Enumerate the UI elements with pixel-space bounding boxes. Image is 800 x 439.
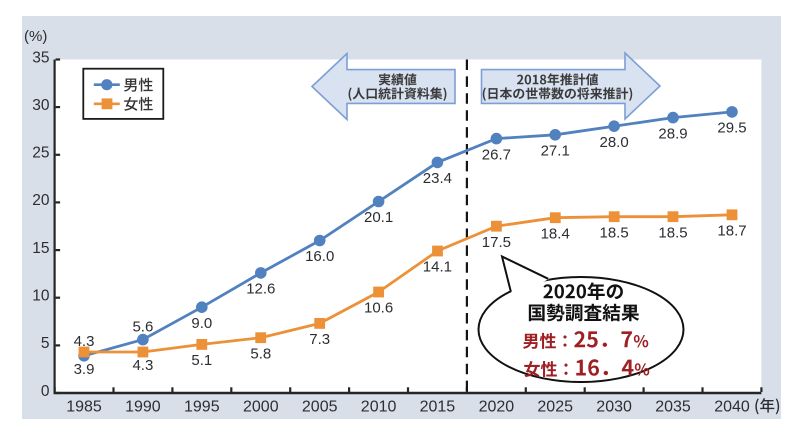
svg-text:18.5: 18.5 [599,224,628,241]
svg-text:4.3: 4.3 [74,333,95,350]
svg-text:5: 5 [41,335,50,352]
svg-text:7.3: 7.3 [309,331,330,348]
svg-text:9.0: 9.0 [191,315,212,332]
svg-text:28.0: 28.0 [599,134,628,151]
svg-text:4.3: 4.3 [132,357,153,374]
svg-text:2030: 2030 [596,398,632,415]
svg-text:2015: 2015 [420,398,456,415]
svg-text:10.6: 10.6 [364,300,393,317]
svg-text:5.8: 5.8 [250,345,271,362]
svg-text:20.1: 20.1 [364,209,393,226]
svg-text:20: 20 [32,192,50,209]
svg-text:1985: 1985 [66,398,102,415]
svg-text:35: 35 [32,49,49,66]
svg-text:1990: 1990 [125,398,161,415]
svg-text:10: 10 [32,288,50,305]
svg-text:14.1: 14.1 [423,259,452,276]
svg-text:29.5: 29.5 [717,120,746,137]
svg-text:2035: 2035 [655,398,691,415]
svg-text:18.5: 18.5 [658,224,687,241]
svg-text:27.1: 27.1 [541,143,570,160]
svg-text:2040: 2040 [714,398,750,415]
svg-text:1995: 1995 [184,398,220,415]
svg-text:(%): (%) [24,28,47,45]
svg-text:25: 25 [32,145,49,162]
svg-text:30: 30 [32,97,50,114]
svg-text:18.4: 18.4 [541,225,570,242]
svg-text:16.0: 16.0 [305,248,334,265]
svg-text:2020: 2020 [479,398,515,415]
svg-text:2000: 2000 [243,398,279,415]
svg-text:0: 0 [41,383,50,400]
svg-text:2005: 2005 [302,398,338,415]
svg-text:5.6: 5.6 [132,318,153,335]
svg-text:2010: 2010 [361,398,397,415]
svg-text:18.7: 18.7 [717,223,746,240]
svg-text:15: 15 [32,240,49,257]
svg-text:26.7: 26.7 [482,146,511,163]
svg-text:17.5: 17.5 [482,234,511,251]
svg-text:28.9: 28.9 [658,125,687,142]
svg-text:12.6: 12.6 [246,281,275,298]
svg-text:23.4: 23.4 [423,170,452,187]
svg-text:2025: 2025 [537,398,573,415]
svg-text:3.9: 3.9 [74,361,95,378]
svg-text:5.1: 5.1 [191,352,212,369]
